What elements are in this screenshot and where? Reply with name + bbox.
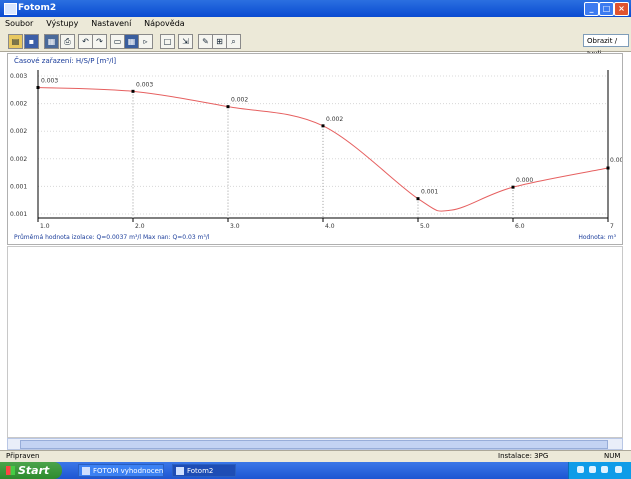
- menu-napoveda[interactable]: Nápověda: [144, 19, 185, 28]
- task-app-icon: [82, 467, 90, 475]
- menu-nastaveni[interactable]: Nastavení: [91, 19, 132, 28]
- view-combo[interactable]: Obrazit / Ivuli: [583, 34, 629, 58]
- status-install: Instalace: 3PG: [498, 452, 549, 460]
- y-tick-label: 0.002: [10, 128, 27, 135]
- close-button[interactable]: ×: [614, 2, 629, 16]
- x-tick-label: 5.0: [420, 223, 430, 230]
- x-tick-label: 7: [610, 223, 614, 230]
- undo-icon[interactable]: ↶: [78, 34, 93, 49]
- system-tray: [568, 462, 631, 479]
- x-tick-label: 6.0: [515, 223, 525, 230]
- tray-volume-icon[interactable]: [589, 466, 596, 473]
- data-point: [416, 197, 420, 201]
- status-text: Připraven: [6, 452, 40, 460]
- zoom-icon[interactable]: ⇲: [178, 34, 193, 49]
- title-bar: Fotom2 _ □ ×: [0, 0, 631, 17]
- grid-icon[interactable]: ▦: [44, 34, 59, 49]
- data-points: 0.003 0.003 0.002 0.002 0.001 0.000 0.001: [36, 78, 627, 201]
- folder-open-icon[interactable]: ▤: [8, 34, 23, 49]
- data-label: 0.003: [41, 78, 58, 85]
- data-label: 0.002: [326, 116, 343, 123]
- y-tick-label: 0.002: [10, 156, 27, 163]
- x-axis-ticks: 1.0 2.0 3.0 4.0 5.0 6.0 7: [37, 218, 614, 230]
- task-fotom2[interactable]: Fotom2: [172, 464, 236, 477]
- data-point: [321, 124, 325, 128]
- taskbar: Start FOTOM vyhodnocení Fotom2: [0, 462, 631, 479]
- y-tick-label: 0.001: [10, 211, 27, 218]
- chart-view-icon[interactable]: ▭: [110, 34, 125, 49]
- series-line: [37, 87, 609, 212]
- line-chart: Časové zařazení: H/S/P [m³/l] 0.003 0.002…: [10, 56, 627, 241]
- chart-footer-right: Hodnota: m³: [578, 234, 616, 241]
- menu-soubor[interactable]: Soubor: [5, 19, 34, 28]
- task-app-icon: [176, 467, 184, 475]
- data-label: 0.003: [136, 81, 153, 88]
- x-tick-label: 4.0: [325, 223, 335, 230]
- maximize-button[interactable]: □: [599, 2, 614, 16]
- minimize-button[interactable]: _: [584, 2, 599, 16]
- menu-vystupy[interactable]: Výstupy: [46, 19, 79, 28]
- y-axis-ticks: 0.003 0.002 0.002 0.002 0.001 0.001: [10, 73, 27, 218]
- data-panel: [7, 246, 623, 438]
- table-view-icon[interactable]: ▦: [124, 34, 139, 49]
- data-point: [131, 89, 135, 93]
- y-tick-label: 0.002: [10, 101, 27, 108]
- toolbar: ▤ ▪ ▦ ⎙ ↶ ↷ ▭ ▦ ▹ □ ⇲ ✎ ⊞ ⌕ Obrazit / Iv…: [0, 31, 631, 58]
- x-tick-label: 3.0: [230, 223, 240, 230]
- window-title: Fotom2: [18, 3, 57, 13]
- start-label: Start: [18, 464, 50, 477]
- tray-shield-icon[interactable]: [601, 466, 608, 473]
- data-point: [36, 86, 40, 89]
- start-button[interactable]: Start: [0, 462, 62, 479]
- status-num: NUM: [604, 452, 621, 460]
- menu-bar: Soubor Výstupy Nastavení Nápověda: [0, 17, 631, 31]
- data-label: 0.001: [610, 157, 622, 164]
- data-point: [226, 105, 230, 109]
- data-label: 0.002: [231, 97, 248, 104]
- chart-grid: [37, 70, 609, 219]
- horizontal-scrollbar[interactable]: [7, 438, 623, 450]
- data-icon[interactable]: ✎: [198, 34, 213, 49]
- redo-icon[interactable]: ↷: [92, 34, 107, 49]
- x-tick-label: 2.0: [135, 223, 145, 230]
- chart-panel: Časové zařazení: H/S/P [m³/l] 0.003 0.002…: [7, 53, 627, 245]
- find-icon[interactable]: ⊞: [212, 34, 227, 49]
- x-tick-label: 1.0: [40, 223, 50, 230]
- app-icon: [4, 3, 17, 15]
- task-fotom-vyhodnoceni[interactable]: FOTOM vyhodnocení: [78, 464, 164, 477]
- chart-footer-left: Průměrná hodnota izolace: Q=0.0037 m³/l …: [14, 234, 210, 241]
- y-tick-label: 0.003: [10, 73, 27, 80]
- scrollbar-thumb[interactable]: [20, 440, 608, 449]
- search-icon[interactable]: ⌕: [226, 34, 241, 49]
- chart-title: Časové zařazení: H/S/P [m³/l]: [14, 56, 116, 65]
- data-label: 0.000: [516, 177, 533, 184]
- print-icon[interactable]: ⎙: [60, 34, 75, 49]
- config-icon[interactable]: ▹: [138, 34, 153, 49]
- data-point: [606, 166, 610, 170]
- save-icon[interactable]: ▪: [24, 34, 39, 49]
- data-point: [511, 185, 515, 189]
- windows-flag-icon: [6, 466, 15, 475]
- data-label: 0.001: [421, 189, 438, 196]
- tray-clock-icon[interactable]: [615, 466, 622, 473]
- tray-network-icon[interactable]: [577, 466, 584, 473]
- status-bar: Připraven Instalace: 3PG NUM: [0, 450, 631, 463]
- export-icon[interactable]: □: [160, 34, 175, 49]
- y-tick-label: 0.001: [10, 183, 27, 190]
